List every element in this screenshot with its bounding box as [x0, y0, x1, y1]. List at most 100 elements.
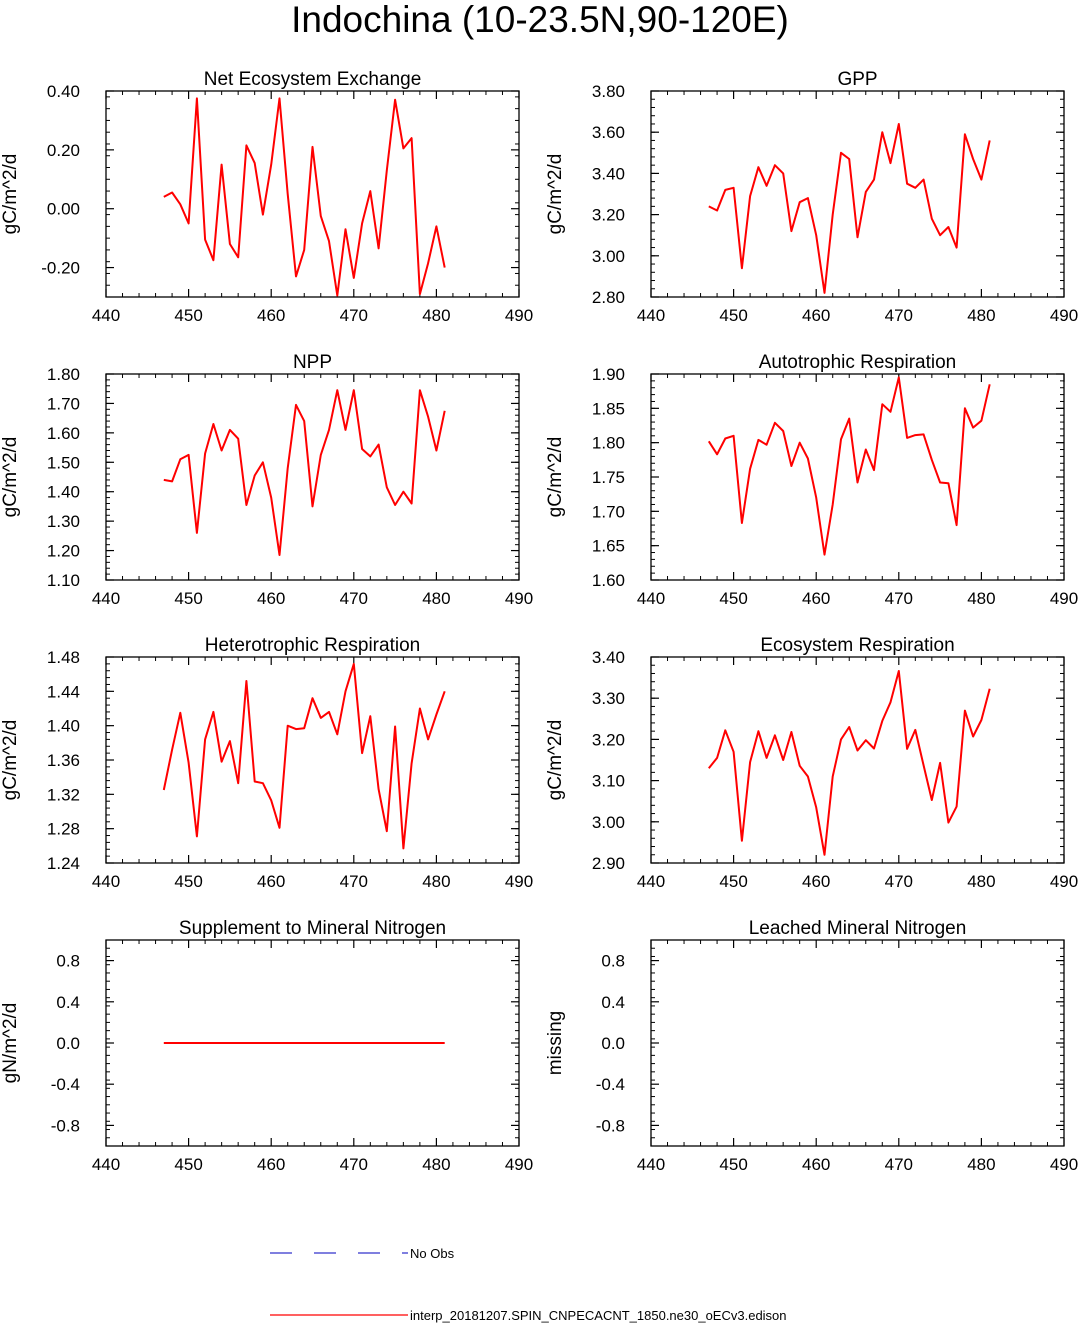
leached-mineral-nitrogen-frame: [650, 939, 1065, 1147]
supplement-to-mineral-nitrogen-ytick-label: -0.4: [51, 1075, 80, 1094]
gpp-ytick-label: 3.60: [592, 123, 625, 142]
ecosystem-respiration-ytick-label: 3.40: [592, 648, 625, 667]
heterotrophic-respiration-xtick-label: 460: [257, 872, 285, 891]
gpp-xtick-label: 450: [719, 306, 747, 325]
legend-model-label: interp_20181207.SPIN_CNPECACNT_1850.ne30…: [410, 1308, 787, 1323]
ecosystem-respiration-ylabel: gC/m^2/d: [545, 720, 566, 801]
gpp-xtick-label: 470: [885, 306, 913, 325]
heterotrophic-respiration-ytick-label: 1.28: [47, 820, 80, 839]
autotrophic-respiration-xtick-label: 480: [967, 589, 995, 608]
autotrophic-respiration-xtick-label: 450: [719, 589, 747, 608]
net-ecosystem-exchange-frame: [105, 90, 520, 298]
supplement-to-mineral-nitrogen-xtick-label: 450: [174, 1155, 202, 1174]
heterotrophic-respiration-xtick-label: 470: [340, 872, 368, 891]
gpp-title: GPP: [837, 69, 877, 90]
autotrophic-respiration-ytick-label: 1.65: [592, 537, 625, 556]
npp-xtick-label: 490: [505, 589, 533, 608]
npp-xtick-label: 440: [92, 589, 120, 608]
panel-leached-mineral-nitrogen: Leached Mineral Nitrogen missing 440 450 460…: [545, 918, 1078, 1174]
leached-mineral-nitrogen-xtick-label: 480: [967, 1155, 995, 1174]
supplement-to-mineral-nitrogen-xtick-label: 440: [92, 1155, 120, 1174]
leached-mineral-nitrogen-ytick-label: -0.8: [596, 1116, 625, 1135]
supplement-to-mineral-nitrogen-xtick-label: 460: [257, 1155, 285, 1174]
heterotrophic-respiration-ytick-label: 1.44: [47, 682, 80, 701]
autotrophic-respiration-title: Autotrophic Respiration: [759, 352, 957, 373]
ecosystem-respiration-ytick-label: 3.00: [592, 813, 625, 832]
net-ecosystem-exchange-xtick-label: 480: [422, 306, 450, 325]
autotrophic-respiration-ytick-label: 1.75: [592, 468, 625, 487]
ecosystem-respiration-ytick-label: 3.20: [592, 730, 625, 749]
ecosystem-respiration-frame: [650, 656, 1065, 864]
ecosystem-respiration-xtick-label: 480: [967, 872, 995, 891]
leached-mineral-nitrogen-xtick-label: 450: [719, 1155, 747, 1174]
net-ecosystem-exchange-ytick-label: -0.20: [41, 259, 80, 278]
autotrophic-respiration-ytick-label: 1.80: [592, 434, 625, 453]
gpp-xtick-label: 480: [967, 306, 995, 325]
ecosystem-respiration-ytick-label: 3.10: [592, 772, 625, 791]
npp-xtick-label: 450: [174, 589, 202, 608]
heterotrophic-respiration-xtick-label: 440: [92, 872, 120, 891]
autotrophic-respiration-xtick-label: 440: [637, 589, 665, 608]
gpp-xtick-label: 460: [802, 306, 830, 325]
heterotrophic-respiration-series-model: [162, 662, 446, 850]
npp-ytick-label: 1.70: [47, 394, 80, 413]
npp-ytick-label: 1.20: [47, 542, 80, 561]
npp-ytick-label: 1.60: [47, 424, 80, 443]
heterotrophic-respiration-title: Heterotrophic Respiration: [205, 635, 420, 656]
net-ecosystem-exchange-xtick-label: 440: [92, 306, 120, 325]
ecosystem-respiration-title: Ecosystem Respiration: [760, 635, 954, 656]
supplement-to-mineral-nitrogen-ytick-label: -0.8: [51, 1116, 80, 1135]
leached-mineral-nitrogen-xtick-label: 490: [1050, 1155, 1078, 1174]
npp-xtick-label: 480: [422, 589, 450, 608]
ecosystem-respiration-series-model: [708, 670, 991, 856]
heterotrophic-respiration-ytick-label: 1.24: [47, 854, 80, 873]
ecosystem-respiration-xtick-label: 490: [1050, 872, 1078, 891]
npp-title: NPP: [293, 352, 332, 373]
panel-ecosystem-respiration: Ecosystem Respiration gC/m^2/d 440 450 460 47…: [545, 635, 1078, 891]
gpp-ytick-label: 3.20: [592, 206, 625, 225]
leached-mineral-nitrogen-ytick-label: 0.0: [601, 1034, 625, 1053]
autotrophic-respiration-ytick-label: 1.90: [592, 365, 625, 384]
gpp-ytick-label: 3.40: [592, 164, 625, 183]
leached-mineral-nitrogen-xtick-label: 470: [885, 1155, 913, 1174]
heterotrophic-respiration-xtick-label: 450: [174, 872, 202, 891]
panel-autotrophic-respiration: Autotrophic Respiration gC/m^2/d 440 450 460…: [545, 352, 1078, 608]
ecosystem-respiration-xtick-label: 460: [802, 872, 830, 891]
heterotrophic-respiration-ytick-label: 1.32: [47, 785, 80, 804]
ecosystem-respiration-xtick-label: 450: [719, 872, 747, 891]
autotrophic-respiration-xtick-label: 490: [1050, 589, 1078, 608]
npp-ytick-label: 1.80: [47, 365, 80, 384]
leached-mineral-nitrogen-title: Leached Mineral Nitrogen: [749, 918, 967, 939]
npp-ytick-label: 1.30: [47, 512, 80, 531]
heterotrophic-respiration-xtick-label: 480: [422, 872, 450, 891]
autotrophic-respiration-ytick-label: 1.70: [592, 502, 625, 521]
ecosystem-respiration-ytick-label: 2.90: [592, 854, 625, 873]
autotrophic-respiration-ylabel: gC/m^2/d: [545, 437, 566, 518]
heterotrophic-respiration-ylabel: gC/m^2/d: [0, 720, 21, 801]
net-ecosystem-exchange-ylabel: gC/m^2/d: [0, 154, 21, 235]
npp-xtick-label: 460: [257, 589, 285, 608]
autotrophic-respiration-xtick-label: 460: [802, 589, 830, 608]
autotrophic-respiration-xtick-label: 470: [885, 589, 913, 608]
net-ecosystem-exchange-xtick-label: 460: [257, 306, 285, 325]
net-ecosystem-exchange-xtick-label: 470: [340, 306, 368, 325]
ecosystem-respiration-ytick-label: 3.30: [592, 689, 625, 708]
supplement-to-mineral-nitrogen-title: Supplement to Mineral Nitrogen: [179, 918, 446, 939]
heterotrophic-respiration-xtick-label: 490: [505, 872, 533, 891]
ecosystem-respiration-xtick-label: 470: [885, 872, 913, 891]
supplement-to-mineral-nitrogen-ytick-label: 0.4: [56, 993, 80, 1012]
gpp-ytick-label: 2.80: [592, 288, 625, 307]
panel-supplement-to-mineral-nitrogen: Supplement to Mineral Nitrogen gN/m^2/d 44…: [0, 918, 533, 1174]
gpp-ytick-label: 3.00: [592, 247, 625, 266]
supplement-to-mineral-nitrogen-xtick-label: 470: [340, 1155, 368, 1174]
supplement-to-mineral-nitrogen-ytick-label: 0.8: [56, 952, 80, 971]
autotrophic-respiration-ytick-label: 1.60: [592, 571, 625, 590]
leached-mineral-nitrogen-xtick-label: 460: [802, 1155, 830, 1174]
npp-ytick-label: 1.50: [47, 453, 80, 472]
npp-series-model: [163, 389, 446, 556]
page-title: Indochina (10-23.5N,90-120E): [291, 0, 789, 40]
supplement-to-mineral-nitrogen-xtick-label: 490: [505, 1155, 533, 1174]
net-ecosystem-exchange-ytick-label: 0.00: [47, 200, 80, 219]
leached-mineral-nitrogen-ytick-label: -0.4: [596, 1075, 625, 1094]
gpp-ytick-label: 3.80: [592, 82, 625, 101]
